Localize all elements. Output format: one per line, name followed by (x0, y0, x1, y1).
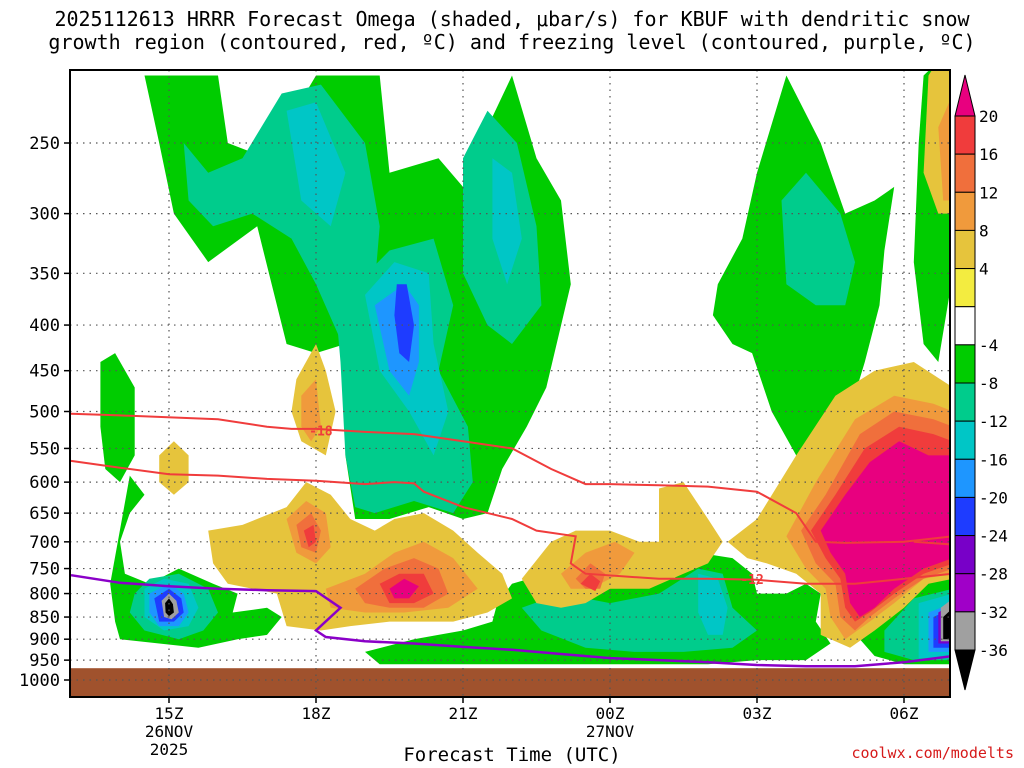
dgz-contour-1-label: -12 (740, 573, 763, 588)
x-tick-date-15Z: 26NOV (145, 722, 194, 741)
colorbar-band-8 (954, 382, 976, 422)
x-tick-label-03Z: 03Z (743, 704, 772, 723)
y-tick-label-250: 250 (29, 134, 60, 154)
credit-text: coolwx.com/modelts (851, 744, 1014, 762)
chart-title-line2: growth region (contoured, red, ºC) and f… (48, 30, 976, 54)
colorbar-label--36: -36 (979, 641, 1008, 660)
plot-frame (69, 69, 951, 698)
y-tick-label-550: 550 (29, 439, 60, 459)
colorbar-bottom-arrow (954, 649, 976, 691)
y-tick-label-750: 750 (29, 560, 60, 580)
colorbar-band-2 (954, 153, 976, 193)
x-tick-label-00Z: 00Z (596, 704, 625, 723)
colorbar-label--4: -4 (979, 336, 998, 355)
colorbar-label--20: -20 (979, 488, 1008, 507)
x-tick-label-21Z: 21Z (449, 704, 478, 723)
colorbar-label--32: -32 (979, 603, 1008, 622)
omega-region-10 (781, 172, 855, 306)
grid (70, 70, 950, 697)
colorbar-band-14 (954, 611, 976, 651)
x-tick-date-00Z: 27NOV (586, 722, 635, 741)
y-tick-label-800: 800 (29, 585, 60, 605)
omega-region-16 (492, 158, 522, 285)
contours: -18 -12 (70, 412, 950, 668)
omega-region-49 (580, 573, 601, 592)
omega-region-42 (938, 100, 950, 201)
y-tick-label-850: 850 (29, 608, 60, 628)
omega-region-31 (159, 441, 189, 495)
colorbar-band-3 (954, 191, 976, 231)
colorbar-band-11 (954, 496, 976, 537)
ground-fill (70, 668, 950, 697)
omega-region-18 (698, 573, 728, 635)
dgz-contour-2 (913, 540, 950, 546)
omega-region-47 (303, 524, 316, 548)
colorbar-label--16: -16 (979, 450, 1008, 469)
colorbar-band-10 (954, 458, 976, 498)
colorbar-label--12: -12 (979, 412, 1008, 431)
colorbar-label--28: -28 (979, 565, 1008, 584)
dgz-contour-1 (70, 459, 950, 585)
x-tick-label-15Z: 15Z (155, 704, 184, 723)
y-tick-label-700: 700 (29, 533, 60, 553)
colorbar-label-12: 12 (979, 183, 998, 202)
x-axis-label: Forecast Time (UTC) (403, 744, 621, 766)
x-tick-label-06Z: 06Z (890, 704, 919, 723)
colorbar-band-1 (954, 115, 976, 155)
omega-region-14 (286, 102, 346, 227)
colorbar-label--24: -24 (979, 527, 1008, 546)
y-tick-label-300: 300 (29, 205, 60, 225)
colorbar-label--8: -8 (979, 374, 998, 393)
dgz-contour-0-label: -18 (309, 424, 333, 439)
omega-region-51 (820, 441, 950, 617)
colorbar-band-12 (954, 535, 976, 575)
y-axis: 2503003504004505005506006507007508008509… (19, 134, 70, 691)
omega-region-30 (943, 610, 950, 640)
y-tick-label-450: 450 (29, 362, 60, 382)
dgz-contour-0 (70, 412, 950, 544)
colorbar-band-7 (954, 344, 976, 384)
colorbar: 20 16 12 8 4 -4 -8 -12 -16 -20 -24 -28 -32 -36 (954, 74, 1008, 691)
colorbar-band-6 (954, 306, 976, 346)
y-tick-label-1000: 1000 (19, 671, 60, 691)
ground-layer (70, 668, 950, 697)
colorbar-band-9 (954, 420, 976, 460)
y-tick-label-950: 950 (29, 651, 60, 671)
colorbar-label-8: 8 (979, 221, 989, 240)
colorbar-band-13 (954, 573, 976, 613)
y-tick-label-650: 650 (29, 504, 60, 524)
colorbar-label-4: 4 (979, 260, 989, 279)
y-tick-label-900: 900 (29, 630, 60, 650)
y-tick-label-350: 350 (29, 264, 60, 284)
y-tick-label-600: 600 (29, 473, 60, 493)
x-tick-year-15Z: 2025 (150, 740, 189, 759)
chart-title-line1: 2025112613 HRRR Forecast Omega (shaded, … (54, 7, 970, 31)
colorbar-band-4 (954, 229, 976, 270)
omega-region-52 (389, 578, 419, 599)
colorbar-label-16: 16 (979, 145, 998, 164)
freezing-level-contour (70, 573, 950, 668)
colorbar-top-arrow (954, 74, 976, 117)
y-tick-label-500: 500 (29, 403, 60, 423)
omega-region-2 (100, 353, 135, 483)
y-tick-label-400: 400 (29, 316, 60, 336)
omega-region-23 (394, 284, 414, 362)
omega-region-29 (165, 598, 174, 617)
colorbar-label-20: 20 (979, 107, 998, 126)
omega-region-37 (301, 379, 321, 442)
x-tick-label-18Z: 18Z (302, 704, 331, 723)
colorbar-band-5 (954, 268, 976, 308)
